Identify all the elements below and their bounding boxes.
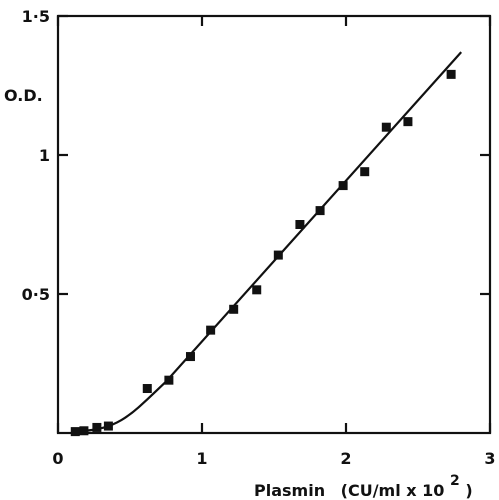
data-point [142, 384, 152, 394]
data-point [338, 181, 348, 191]
data-point [185, 352, 195, 362]
data-point [206, 325, 216, 335]
x-tick-label: 3 [484, 449, 495, 468]
data-point [103, 421, 113, 431]
x-axis-title: Plasmin (CU/ml x 10 2 ) [254, 470, 473, 500]
fit-curve [75, 51, 463, 433]
x-axis-title-unit: (CU/ml x 10 [341, 481, 445, 500]
data-point [446, 69, 456, 79]
data-point [360, 167, 370, 177]
plot-frame [56, 14, 492, 435]
y-tick-label: 1 [39, 146, 50, 165]
data-point [79, 426, 89, 436]
data-point [70, 427, 80, 437]
y-tick-label: 1·5 [22, 7, 50, 26]
data-point [229, 304, 239, 314]
data-point [92, 422, 102, 432]
x-tick-label: 0 [52, 449, 63, 468]
x-axis-title-close: ) [465, 481, 472, 500]
y-tick-label: 0·5 [22, 285, 50, 304]
data-point [252, 285, 262, 295]
data-point [273, 250, 283, 260]
data-point [315, 206, 325, 216]
x-tick-label: 2 [340, 449, 351, 468]
data-point [295, 220, 305, 229]
x-tick-label: 1 [196, 449, 207, 468]
x-axis-title-exponent: 2 [450, 473, 460, 489]
data-point [403, 117, 413, 127]
data-point [381, 122, 391, 132]
x-axis-title-main: Plasmin [254, 481, 325, 500]
data-point [164, 375, 174, 385]
y-axis-title: O.D. [4, 86, 43, 105]
